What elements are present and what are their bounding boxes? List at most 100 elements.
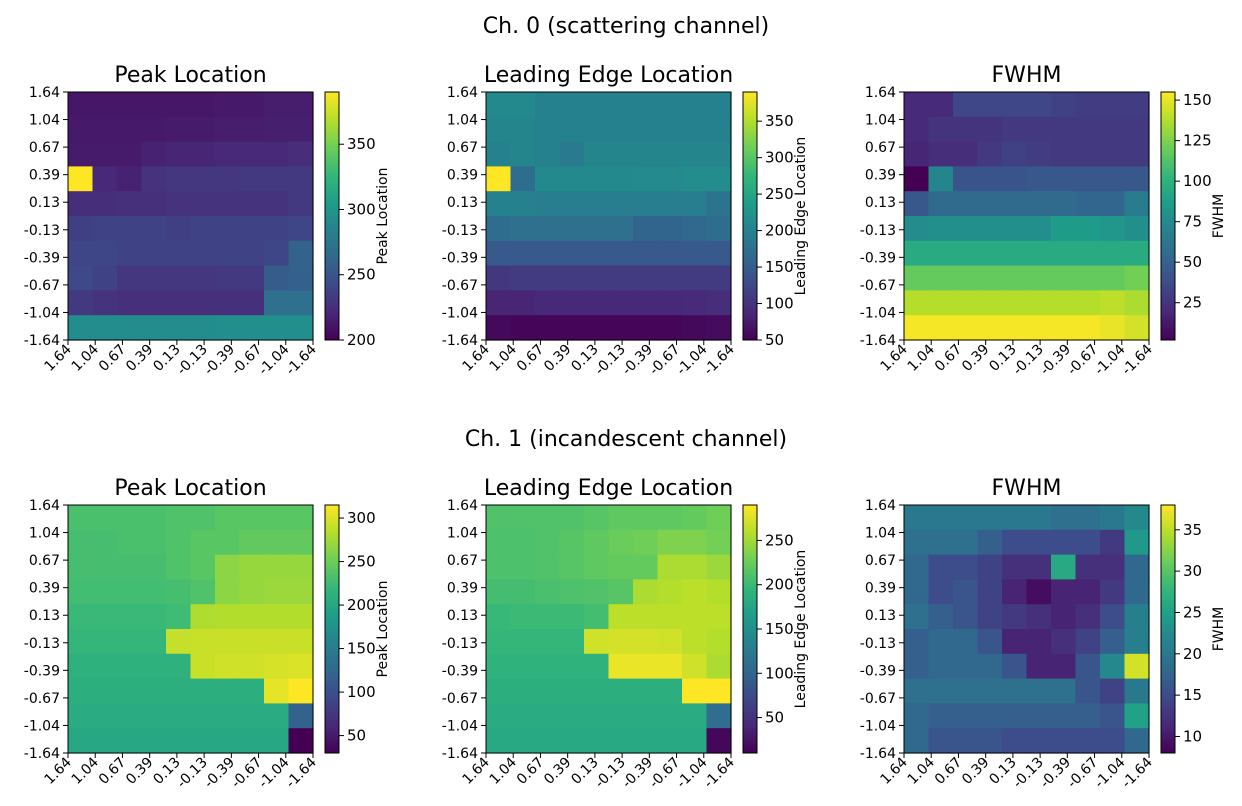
heatmap-cell	[141, 604, 167, 630]
heatmap-cell	[510, 554, 536, 580]
heatmap-panel-0: Peak Location1.641.040.670.390.13-0.13-0…	[24, 63, 391, 378]
heatmap-cell	[608, 166, 634, 192]
heatmap-cell	[239, 728, 265, 754]
heatmap-cell	[977, 216, 1003, 242]
colorbar-label: Peak Location	[375, 581, 391, 678]
heatmap-cell	[706, 529, 732, 556]
heatmap-cell	[928, 216, 954, 242]
heatmap-cell	[239, 92, 265, 118]
heatmap-cell	[535, 265, 561, 291]
heatmap-cell	[682, 604, 708, 630]
heatmap-cell	[1051, 529, 1077, 556]
heatmap-cell	[510, 703, 536, 729]
heatmap-cell	[510, 191, 536, 217]
heatmap-cell	[608, 92, 634, 118]
heatmap-cell	[977, 703, 1003, 729]
heatmap-cell	[1002, 529, 1028, 556]
heatmap-cell	[535, 240, 561, 267]
heatmap-cell	[706, 216, 732, 242]
heatmap-cell	[1026, 166, 1052, 192]
heatmap-cell	[904, 653, 930, 680]
heatmap-cell	[706, 240, 732, 267]
heatmap-cell	[264, 141, 290, 167]
heatmap-cell	[1124, 240, 1150, 267]
heatmap-cell	[657, 315, 683, 341]
heatmap-cell	[510, 116, 536, 143]
heatmap-cell	[1051, 554, 1077, 580]
y-tick-label: -1.64	[24, 746, 60, 762]
heatmap-cell	[682, 141, 708, 167]
heatmap-cell	[535, 728, 561, 754]
heatmap-cell	[215, 290, 241, 316]
y-tick-label: -1.64	[24, 333, 60, 349]
heatmap-cell	[141, 728, 167, 754]
heatmap-cell	[584, 629, 610, 655]
heatmap-cell	[510, 678, 536, 704]
heatmap-cell	[166, 653, 192, 680]
heatmap-cell	[264, 92, 290, 118]
heatmap-cell	[190, 678, 216, 704]
heatmap-cell	[953, 579, 979, 605]
heatmap-cell	[264, 529, 290, 556]
heatmap-cell	[1002, 604, 1028, 630]
heatmap-cell	[706, 554, 732, 580]
heatmap-cell	[486, 141, 512, 167]
heatmap-cell	[633, 678, 659, 704]
heatmap-cell	[904, 505, 930, 531]
heatmap-cell	[239, 653, 265, 680]
heatmap-cell	[1026, 191, 1052, 217]
y-tick-label: 1.64	[447, 85, 478, 101]
heatmap-cell	[535, 290, 561, 316]
colorbar-tick-label: 25	[1183, 603, 1202, 621]
x-tick-label: -0.13	[592, 342, 629, 379]
heatmap-cell	[1002, 166, 1028, 192]
x-tick-label: -1.04	[674, 754, 711, 791]
heatmap-cell	[264, 505, 290, 531]
heatmap-cell	[117, 265, 143, 291]
heatmap-cell	[1051, 315, 1077, 341]
heatmap-cell	[682, 703, 708, 729]
plot-frame	[67, 504, 314, 754]
heatmap-cell	[1100, 579, 1126, 605]
y-tick-label: -0.67	[442, 278, 478, 294]
heatmap-cell	[928, 141, 954, 167]
heatmap-cell	[584, 703, 610, 729]
colorbar-tick-label: 50	[765, 331, 784, 349]
heatmap-cell	[1124, 678, 1150, 704]
heatmap-cell	[92, 216, 118, 242]
x-tick-label: -0.67	[1064, 755, 1101, 792]
heatmap-cell	[1124, 579, 1150, 605]
colorbar-tick-label: 15	[1183, 686, 1202, 704]
heatmap-cell	[1075, 265, 1101, 291]
x-tick-label: 0.67	[932, 342, 965, 375]
heatmap-cell	[239, 629, 265, 655]
heatmap-cell	[682, 653, 708, 680]
x-tick-label: -1.64	[701, 341, 738, 378]
y-tick-label: 1.64	[865, 498, 896, 514]
colorbar-tick-label: 200	[347, 331, 376, 349]
heatmap-cell	[608, 579, 634, 605]
heatmap-cell	[1051, 216, 1077, 242]
colorbar-tick-label: 350	[347, 135, 376, 153]
heatmap-cell	[1075, 216, 1101, 242]
heatmap-cell	[1002, 579, 1028, 605]
heatmap-cell	[977, 529, 1003, 556]
heatmap-cell	[559, 290, 585, 316]
heatmap-cell	[141, 141, 167, 167]
heatmap-cell	[117, 141, 143, 167]
heatmap-cell	[584, 728, 610, 754]
colorbar-tick-label: 20	[1183, 645, 1202, 663]
y-tick-label: 0.13	[29, 608, 60, 624]
colorbar-tick-label: 250	[765, 185, 794, 203]
heatmap-cell	[486, 554, 512, 580]
y-tick-label: -0.13	[24, 636, 60, 652]
heatmap-cell	[928, 579, 954, 605]
heatmap-cell	[1002, 703, 1028, 729]
colorbar-tick-label: 200	[765, 222, 794, 240]
heatmap-cell	[953, 116, 979, 143]
colorbar-tick-label: 10	[1183, 727, 1202, 745]
heatmap-cell	[117, 191, 143, 217]
heatmap-cell	[1002, 141, 1028, 167]
heatmap-cell	[1124, 629, 1150, 655]
heatmap-cell	[141, 166, 167, 192]
